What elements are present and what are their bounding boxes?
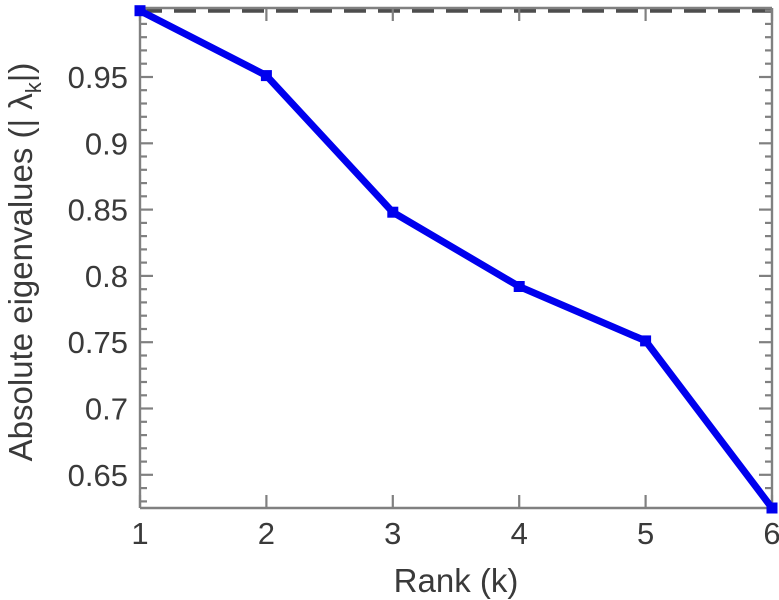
data-markers [134, 5, 778, 514]
y-axis-title-prefix: Absolute eigenvalues (| [2, 110, 39, 462]
y-tick-label: 0.8 [85, 259, 128, 294]
data-series-line [136, 7, 776, 512]
x-tick-label: 2 [258, 516, 275, 551]
x-tick-label: 5 [637, 516, 654, 551]
data-point-marker [134, 5, 146, 17]
x-tick-label: 6 [763, 516, 779, 551]
y-tick-label: 0.7 [85, 392, 128, 427]
y-tick-label: 0.75 [68, 325, 128, 360]
plot-area-background [140, 8, 772, 508]
data-point-marker [260, 70, 272, 82]
y-axis-title-suffix: |) [2, 63, 39, 83]
data-point-marker [640, 335, 652, 347]
x-tick-label: 4 [511, 516, 528, 551]
y-axis-title-text: Absolute eigenvalues (| λk|) [2, 63, 46, 462]
data-point-marker [766, 502, 778, 514]
lambda-subscript-k: k [21, 81, 46, 93]
y-tick-label: 0.95 [68, 60, 128, 95]
tick-marks [138, 8, 774, 508]
y-tick-label: 0.9 [85, 126, 128, 161]
x-tick-labels: 1 2 3 4 5 6 [131, 516, 779, 551]
lambda-glyph: λ [2, 93, 39, 110]
data-point-marker [513, 281, 525, 292]
x-axis-title: Rank (k) [394, 562, 519, 599]
axis-frame [138, 6, 774, 510]
x-tick-label: 3 [384, 516, 401, 551]
x-tick-label: 1 [131, 516, 148, 551]
y-tick-labels: 0.95 0.9 0.85 0.8 0.75 0.7 0.65 [68, 60, 128, 493]
data-point-marker [387, 206, 399, 218]
y-tick-label: 0.85 [68, 193, 128, 228]
y-tick-label: 0.65 [68, 458, 128, 493]
y-axis-title: Absolute eigenvalues (| λk|) [2, 63, 46, 462]
